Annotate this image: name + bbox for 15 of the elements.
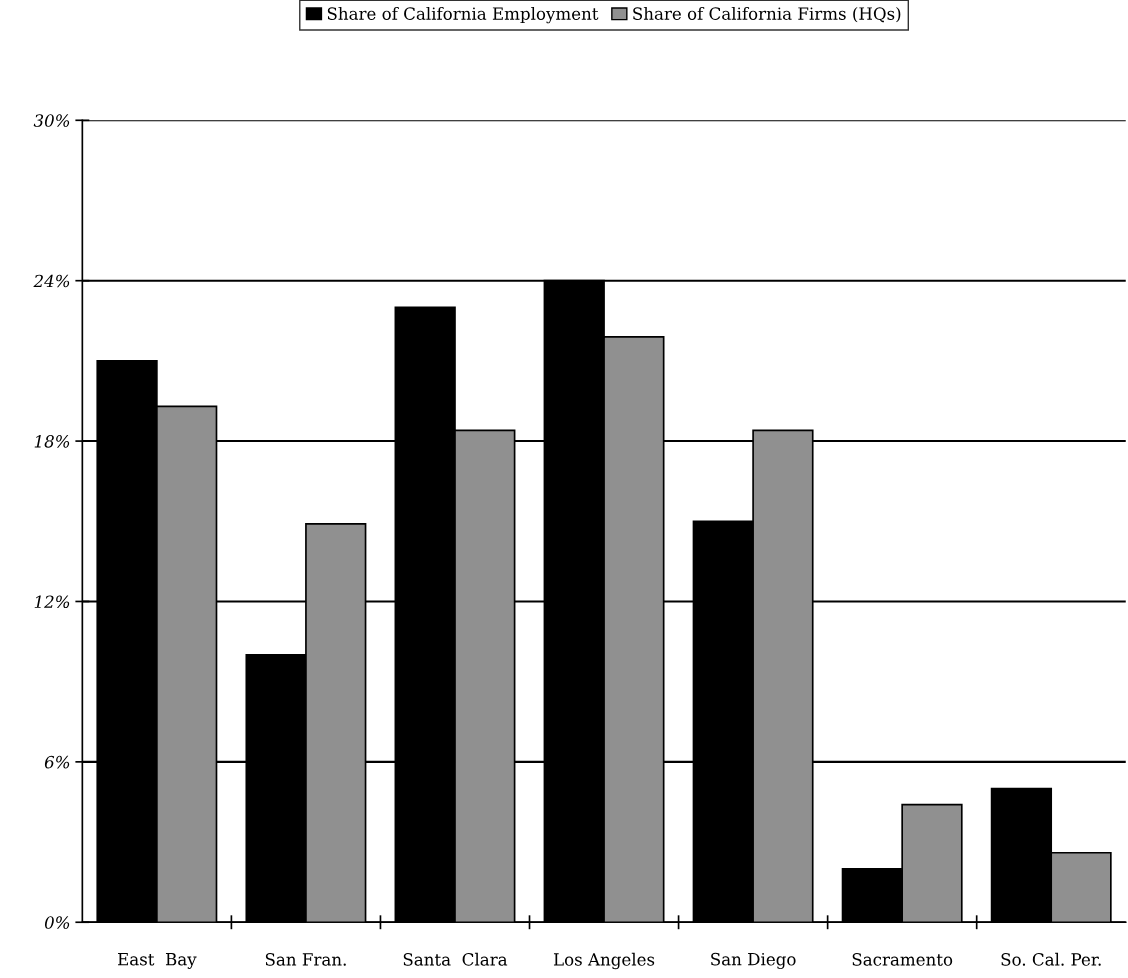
- x-tick-label: Santa Clara: [403, 952, 508, 966]
- legend-label: Share of California Firms (HQs): [633, 6, 901, 23]
- y-tick-label: 24%: [33, 274, 70, 288]
- y-tick-label: 30%: [33, 114, 70, 127]
- x-tick-label: Los Angeles: [553, 952, 655, 970]
- x-tick-label: East Bay: [118, 953, 197, 969]
- x-tick-label: Sacramento: [852, 953, 953, 966]
- legend-label: Share of California Employment: [327, 6, 599, 24]
- x-tick-label: San Fran.: [265, 953, 346, 966]
- y-tick-label: 12%: [34, 595, 70, 609]
- y-tick-label: 0%: [44, 916, 70, 929]
- x-tick-label: San Diego: [711, 952, 796, 969]
- y-tick-label: 6%: [44, 755, 70, 769]
- x-tick-label: So. Cal. Per.: [1001, 952, 1101, 966]
- y-tick-label: 18%: [34, 435, 70, 448]
